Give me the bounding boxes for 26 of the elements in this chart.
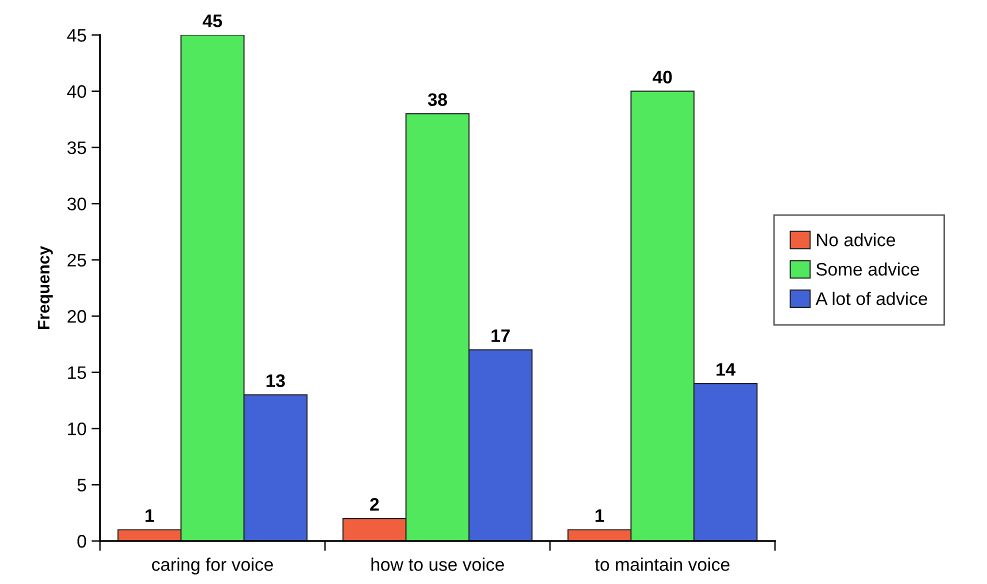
legend-label: A lot of advice <box>816 292 928 306</box>
y-tick-label: 30 <box>67 198 86 210</box>
legend-label: Some advice <box>816 262 920 276</box>
y-tick-label: 0 <box>77 534 86 548</box>
x-tick-label: to maintain voice <box>595 558 730 571</box>
data-label: 40 <box>652 70 672 84</box>
y-tick-label: 45 <box>67 29 86 42</box>
data-label: 13 <box>266 374 285 388</box>
y-tick-label: 40 <box>67 85 86 98</box>
y-tick-label: 35 <box>67 141 86 154</box>
y-tick-label: 15 <box>68 366 86 380</box>
y-tick-label: 10 <box>68 422 86 436</box>
y-axis-title: Frequency <box>38 246 53 330</box>
x-tick-label: caring for voice <box>152 558 273 574</box>
y-tick-label: 5 <box>77 478 86 492</box>
data-label: 45 <box>202 14 222 28</box>
y-tick-label: 20 <box>68 310 86 323</box>
data-label: 1 <box>596 509 604 522</box>
data-label: 38 <box>428 93 447 106</box>
data-label: 14 <box>716 363 736 376</box>
y-tick-label: 25 <box>68 254 86 267</box>
data-label: 17 <box>492 330 510 342</box>
legend-label: No advice <box>817 233 896 246</box>
x-tick-label: how to use voice <box>372 558 504 571</box>
data-label: 2 <box>370 498 379 511</box>
data-label: 1 <box>146 509 154 522</box>
